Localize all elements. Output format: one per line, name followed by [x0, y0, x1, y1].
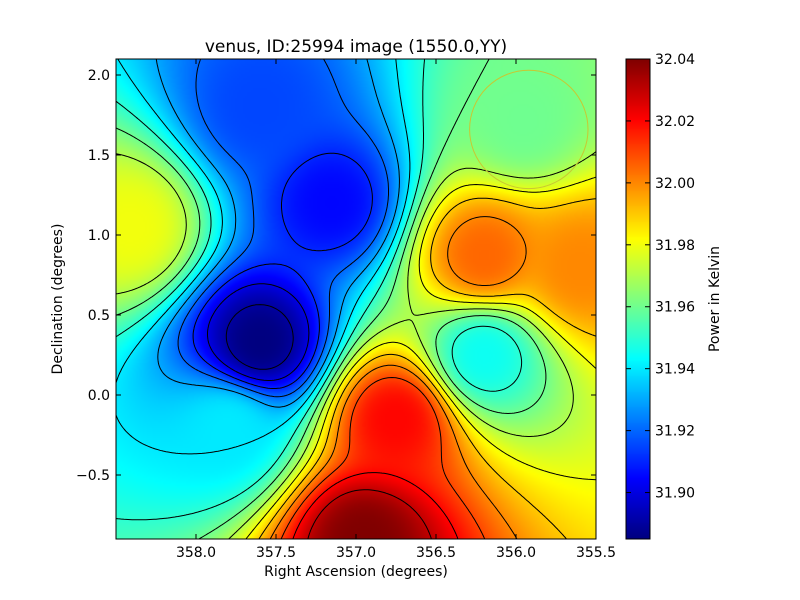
contour-line-10: [258, 197, 596, 539]
y-tick-label: 2.0: [88, 68, 110, 84]
y-tick-label: 1.5: [88, 148, 110, 164]
x-axis-label: Right Ascension (degrees): [264, 564, 448, 580]
contour-line-14: [307, 489, 432, 539]
colorbar-label: Power in Kelvin: [707, 246, 723, 352]
contour-line-13: [292, 472, 459, 539]
beam-circle: [469, 69, 589, 190]
colorbar-tick-label: 32.02: [655, 114, 695, 130]
colorbar-tick-label: 32.00: [655, 176, 695, 192]
x-tick-label: 358.0: [176, 545, 216, 561]
contour-line-4: [155, 59, 400, 408]
y-tick-label: 1.0: [88, 228, 110, 244]
contour-line-11: [269, 216, 527, 539]
x-tick-label: 357.5: [256, 545, 296, 561]
contour-line-3: [177, 59, 389, 398]
chart-title: venus, ID:25994 image (1550.0,YY): [205, 37, 507, 57]
colorbar-tick-label: 31.94: [655, 362, 695, 378]
x-tick-label: 357.0: [336, 545, 376, 561]
y-tick-label: 0.0: [88, 388, 110, 404]
contour-line-7: [116, 59, 547, 539]
colorbar-ticks: 31.90 31.92 31.94 31.96 31.98 32.00 32.02 32.04: [626, 52, 695, 502]
contour-line-9: [245, 176, 596, 539]
colorbar-tick-label: 31.98: [655, 238, 695, 254]
contour-line-12: [280, 377, 486, 539]
contour-line-6: [116, 59, 523, 521]
colorbar-tick-label: 31.92: [655, 424, 695, 440]
x-tick-label: 355.5: [576, 545, 616, 561]
y-tick-label: 0.5: [88, 308, 110, 324]
x-tick-label: 356.0: [496, 545, 536, 561]
contour-line-1: [207, 283, 310, 381]
colorbar-tick-label: 31.96: [655, 300, 695, 316]
plot-area: 358.0 357.5 357.0 356.5 356.0 355.5 −0.5 0.0 0.…: [76, 58, 616, 561]
y-tick-label: −0.5: [76, 468, 110, 484]
contour-line-2: [192, 152, 373, 389]
y-axis-label: Declination (degrees): [50, 224, 66, 375]
x-tick-label: 356.5: [416, 545, 456, 561]
colorbar-tick-label: 31.90: [655, 486, 695, 502]
contour-lines: [116, 59, 596, 539]
x-axis: 358.0 357.5 357.0 356.5 356.0 355.5: [176, 59, 616, 561]
colorbar-frame: [625, 58, 651, 540]
colorbar: 31.90 31.92 31.94 31.96 31.98 32.00 32.02 32.04…: [625, 52, 723, 540]
y-axis: −0.5 0.0 0.5 1.0 1.5 2.0: [76, 68, 596, 484]
contour-line-0: [225, 304, 294, 370]
colorbar-gradient: [626, 59, 650, 539]
colorbar-tick-label: 32.04: [655, 52, 695, 68]
contour-line-8: [116, 151, 596, 539]
